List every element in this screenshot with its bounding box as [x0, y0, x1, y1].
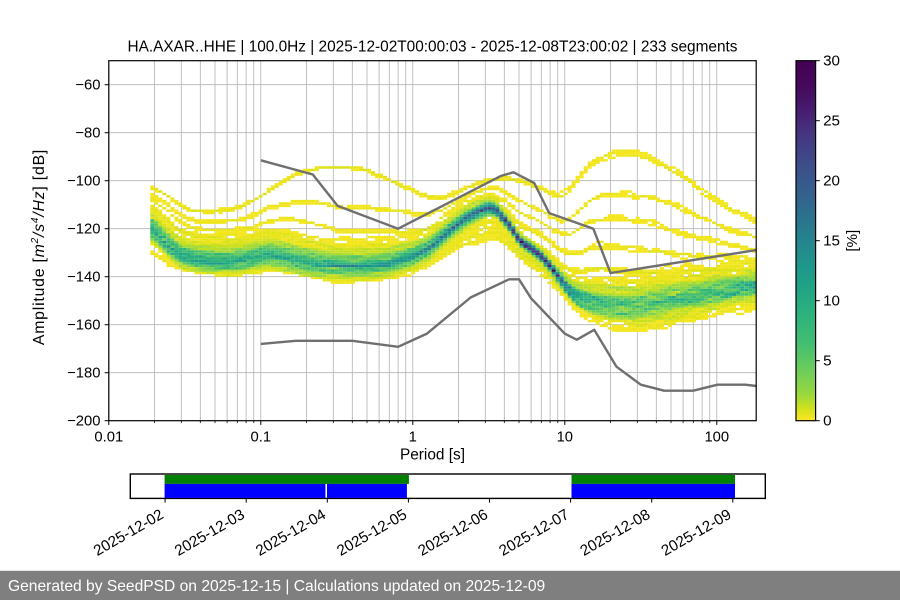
svg-text:1: 1 — [409, 430, 417, 446]
svg-text:10: 10 — [557, 430, 573, 446]
svg-text:Period [s]: Period [s] — [400, 447, 465, 464]
svg-text:[%]: [%] — [844, 230, 861, 252]
svg-text:5: 5 — [823, 353, 831, 370]
svg-text:30: 30 — [823, 53, 840, 70]
svg-text:25: 25 — [823, 113, 840, 130]
svg-text:0.01: 0.01 — [94, 430, 123, 446]
svg-text:−80: −80 — [75, 126, 100, 142]
svg-text:HA.AXAR..HHE | 100.0Hz | 2025-: HA.AXAR..HHE | 100.0Hz | 2025-12-02T00:0… — [127, 39, 737, 56]
svg-text:−100: −100 — [67, 174, 100, 190]
svg-text:10: 10 — [823, 293, 840, 310]
svg-text:−60: −60 — [75, 78, 100, 94]
svg-text:−160: −160 — [67, 318, 100, 334]
svg-text:−200: −200 — [67, 414, 100, 430]
svg-text:−120: −120 — [67, 222, 100, 238]
svg-text:0.1: 0.1 — [251, 430, 272, 446]
svg-text:Amplitude [m2/s4/Hz] [dB]: Amplitude [m2/s4/Hz] [dB] — [30, 149, 48, 345]
svg-text:Generated by SeedPSD on 2025-1: Generated by SeedPSD on 2025-12-15 | Cal… — [8, 578, 545, 595]
svg-text:100: 100 — [704, 430, 729, 446]
svg-text:0: 0 — [823, 413, 831, 430]
svg-text:−180: −180 — [67, 366, 100, 382]
svg-text:20: 20 — [823, 173, 840, 190]
svg-text:15: 15 — [823, 233, 840, 250]
svg-text:−140: −140 — [67, 270, 100, 286]
